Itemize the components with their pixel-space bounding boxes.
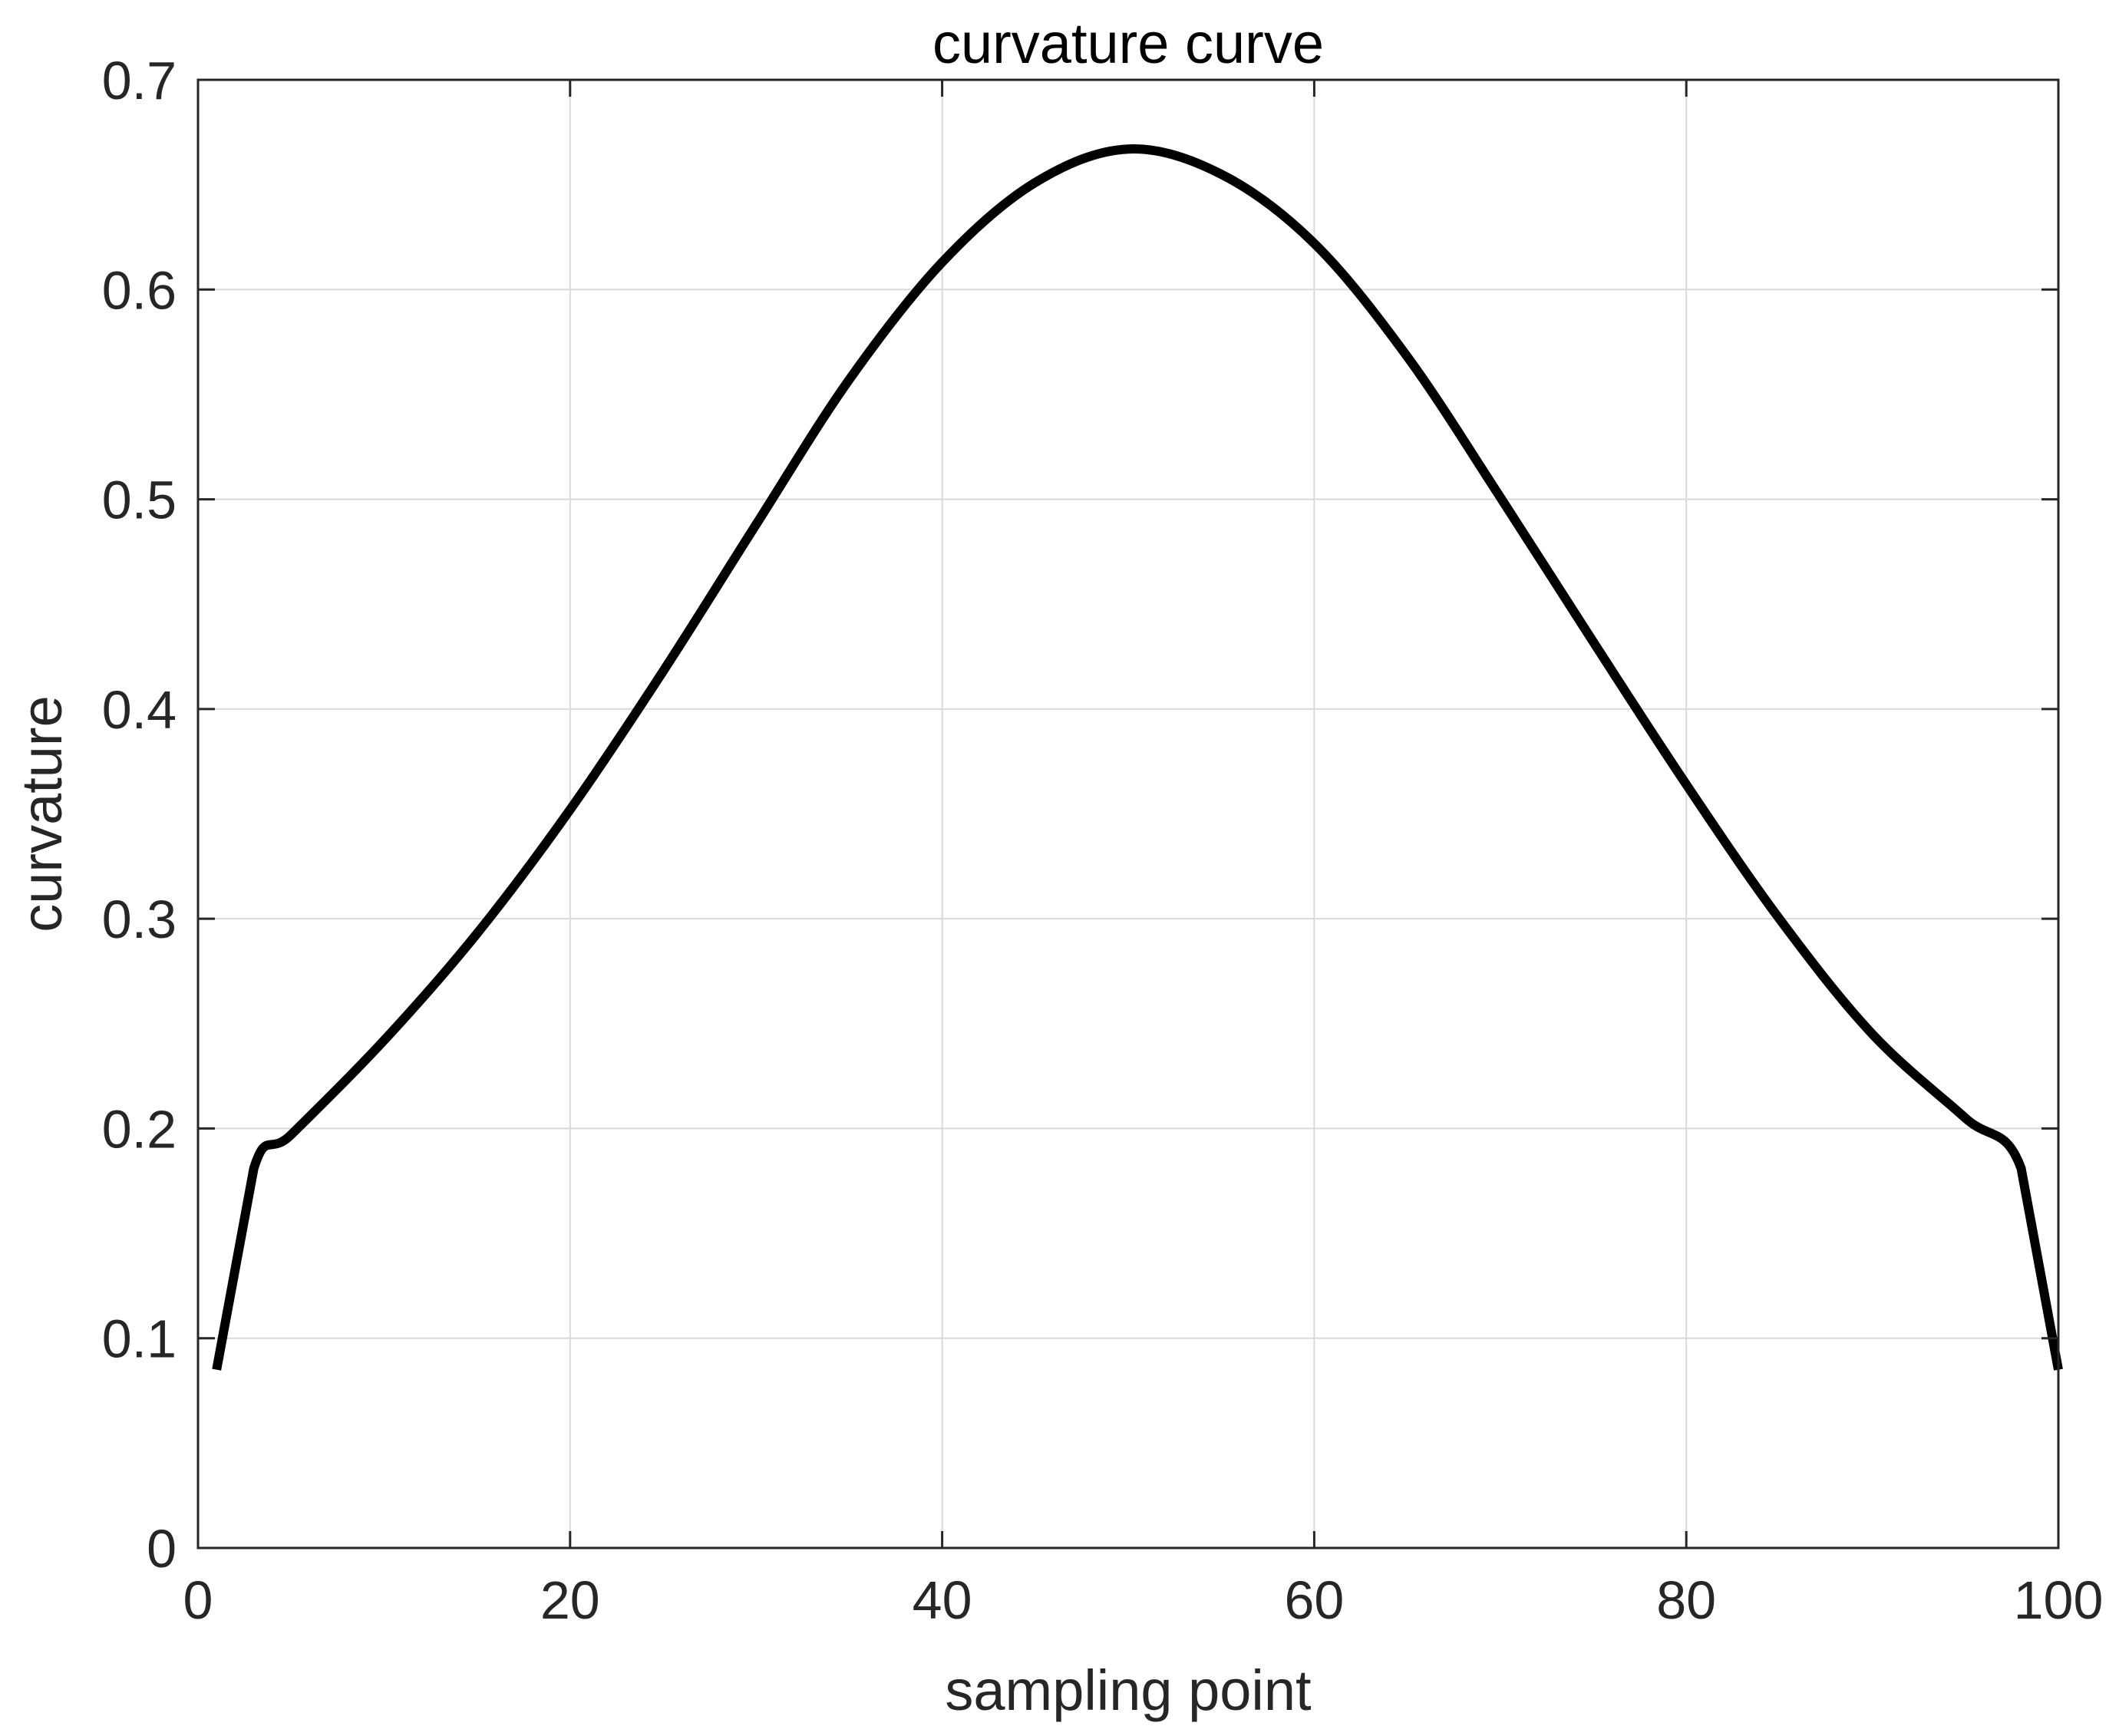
x-tick-label: 0: [183, 1570, 213, 1630]
tick-marks: [196, 78, 2060, 1550]
y-tick-label: 0.1: [102, 1309, 177, 1369]
x-tick-labels: 0 20 40 60 80 100: [183, 1570, 2104, 1630]
y-axis-title: curvature: [10, 695, 74, 932]
y-tick-label: 0.3: [102, 889, 177, 949]
chart-title: curvature curve: [932, 12, 1324, 75]
y-tick-label: 0.6: [102, 260, 177, 320]
grid: [198, 80, 2058, 1548]
y-tick-label: 0: [147, 1519, 177, 1579]
x-tick-label: 40: [913, 1570, 972, 1630]
x-tick-label: 100: [2014, 1570, 2104, 1630]
x-tick-label: 60: [1284, 1570, 1344, 1630]
axes-box: [196, 78, 2060, 1550]
series: [212, 144, 2063, 1371]
y-tick-label: 0.4: [102, 680, 177, 740]
y-tick-label: 0.2: [102, 1099, 177, 1159]
x-tick-label: 80: [1656, 1570, 1716, 1630]
y-tick-labels: 0 0.1 0.2 0.3 0.4 0.5 0.6 0.7: [102, 51, 177, 1579]
y-tick-label: 0.5: [102, 470, 177, 530]
x-tick-label: 20: [540, 1570, 600, 1630]
y-tick-label: 0.7: [102, 51, 177, 111]
curvature-series-line: [212, 144, 2063, 1371]
x-axis-title: sampling point: [945, 1658, 1312, 1722]
